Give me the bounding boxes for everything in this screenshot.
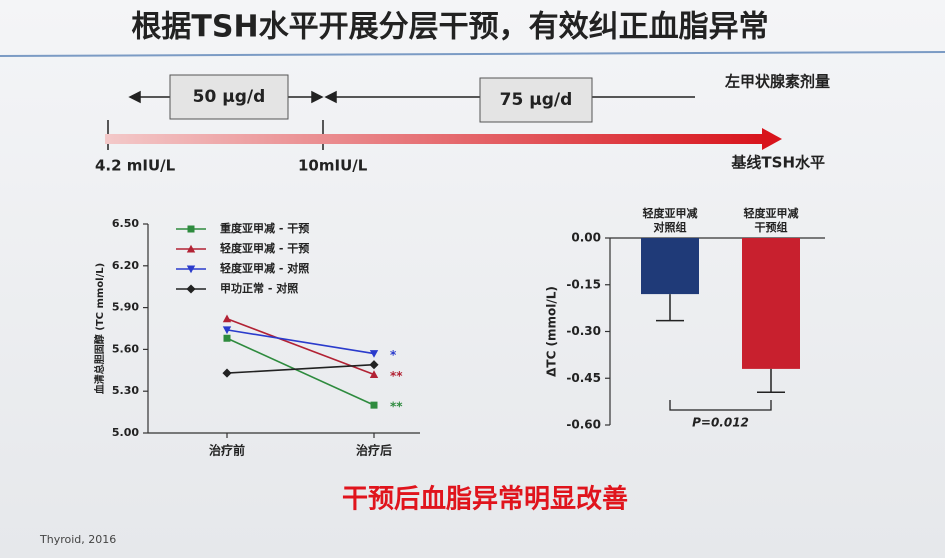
category-line: 干预组 xyxy=(755,220,788,234)
title-rule xyxy=(0,51,945,57)
dose-box xyxy=(169,74,289,120)
category-label: 轻度亚甲减干预组 xyxy=(744,206,799,234)
legend-label: 轻度亚甲减 - 干预 xyxy=(220,241,309,255)
y-axis-label: 血清总胆固醇 (TC mmol/L) xyxy=(93,263,106,394)
tsh-arrowhead xyxy=(762,128,782,150)
dose-box xyxy=(479,77,593,123)
y-tick-label: -0.30 xyxy=(566,324,601,338)
legend-marker xyxy=(186,244,196,253)
point xyxy=(222,314,232,323)
y-tick-label: 0.00 xyxy=(571,231,601,245)
category-label: 轻度亚甲减对照组 xyxy=(643,206,698,234)
error-bar xyxy=(757,368,785,394)
y-tick-label: 6.20 xyxy=(112,259,139,272)
significance: * xyxy=(390,348,397,362)
y-tick-label: -0.60 xyxy=(566,418,601,432)
legend-label: 甲功正常 - 对照 xyxy=(220,281,298,295)
legend-marker xyxy=(187,225,195,233)
significance: ** xyxy=(390,369,403,383)
series-line xyxy=(226,363,375,374)
point xyxy=(222,326,232,335)
y-tick-label: 5.90 xyxy=(112,301,139,314)
point xyxy=(370,401,378,409)
slide-title: 根据TSH水平开展分层干预，有效纠正血脂异常 xyxy=(131,10,768,45)
citation: Thyroid, 2016 xyxy=(39,533,116,546)
series-line xyxy=(226,317,375,376)
tsh-bar xyxy=(105,134,765,144)
dose-label: 左甲状腺素剂量 xyxy=(724,73,830,91)
y-tick-label: -0.15 xyxy=(566,277,601,291)
legend-marker xyxy=(186,284,196,294)
bar xyxy=(742,238,800,369)
point xyxy=(222,368,232,378)
charts: 5.00 5.30 5.60 5.90 6.20 6.50 血清总胆固醇 (TC mmol/… xyxy=(93,206,825,458)
series-line xyxy=(226,329,375,355)
legend-marker xyxy=(186,265,196,274)
point xyxy=(369,360,379,370)
conclusion: 干预后血脂异常明显改善 xyxy=(342,484,628,515)
dose-high: 75 μg/d xyxy=(500,90,573,110)
point xyxy=(369,350,379,358)
error-bar xyxy=(656,294,684,322)
x-tick-label: 治疗后 xyxy=(356,443,392,458)
legend-label: 重度亚甲减 - 干预 xyxy=(220,221,309,235)
series-line xyxy=(226,337,375,406)
tsh-label: 基线TSH水平 xyxy=(730,154,825,172)
y-tick-label: 5.30 xyxy=(112,384,139,397)
annotation: P=0.012 xyxy=(692,416,749,430)
dose-low: 50 μg/d xyxy=(193,87,266,107)
y-tick-label: 5.00 xyxy=(112,426,139,439)
legend-label: 轻度亚甲减 - 对照 xyxy=(220,261,309,275)
significance: ** xyxy=(390,400,403,414)
category-line: 轻度亚甲减 xyxy=(643,206,698,220)
point xyxy=(223,334,231,342)
category-line: 轻度亚甲减 xyxy=(744,206,799,220)
bracket xyxy=(669,400,772,411)
tsh-high: 10mIU/L xyxy=(298,157,368,175)
tsh-low: 4.2 mIU/L xyxy=(95,157,176,175)
y-tick-label: 6.50 xyxy=(112,217,139,230)
x-tick-label: 治疗前 xyxy=(209,443,245,458)
bar xyxy=(641,238,699,295)
point xyxy=(369,370,379,378)
category-line: 对照组 xyxy=(654,220,687,234)
y-tick-label: -0.45 xyxy=(566,371,601,385)
y-tick-label: 5.60 xyxy=(112,342,139,355)
y-axis-label: ΔTC (mmol/L) xyxy=(545,286,559,377)
